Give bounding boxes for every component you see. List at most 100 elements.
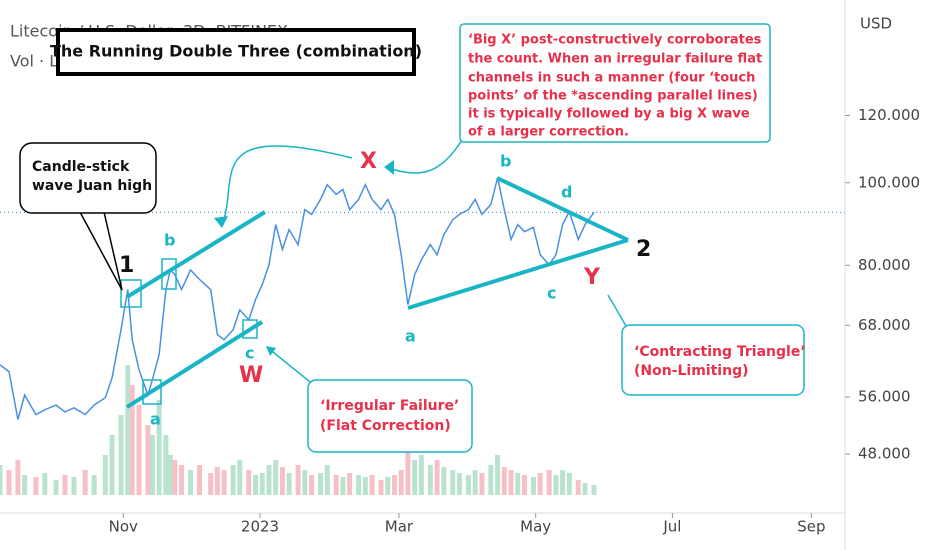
volume-bar [479,473,485,495]
volume-bar [501,467,507,495]
volume-bar [582,483,588,495]
x-tick-label: 2023 [241,518,279,536]
volume-bar [450,470,456,495]
y-axis-label: USD [860,15,892,33]
volume-bar [521,475,527,495]
note-line: it is typically followed by a big X wave [468,107,750,122]
volume-bar [427,465,433,495]
volume-bar [15,460,21,495]
volume-bar [495,455,501,495]
volume-bar [347,473,353,495]
note-line: wave Juan high [32,178,152,194]
volume-bar [472,470,478,495]
y-tick-label: 68.000 [858,316,911,334]
volume-bar [591,485,597,495]
title-box [56,28,416,76]
volume-bar [560,470,566,495]
annotation-shapes [120,139,641,409]
volume-bar [136,405,142,495]
volume-bar [253,475,259,495]
callout-lines [79,211,123,291]
wave-label: 1 [119,253,134,278]
wave-label: c [245,344,254,363]
wave-label: b [164,231,175,250]
arrow-heads [214,160,394,356]
x-tick-label: May [520,518,551,536]
volume-bar [530,477,536,495]
volume-bar [356,475,362,495]
x-tick-label: Sep [797,518,825,536]
volume-bar [259,473,265,495]
volume-bar [42,473,48,495]
volume-bar [378,480,384,495]
volume-bar [221,470,227,495]
wave-label: c [547,284,556,303]
volume-bar [188,470,194,495]
volume-bar [333,475,339,495]
volume-bar [575,480,581,495]
volume-bar [109,435,115,495]
volume-bar [62,475,68,495]
volume-bar [230,465,236,495]
volume-bar [156,400,162,495]
wave-label: d [561,183,572,202]
volume-bar [196,465,202,495]
volume-bar [566,473,572,495]
volume-bar [53,480,59,495]
note-line: (Non-Limiting) [634,363,749,379]
volume-bar [71,477,77,495]
note-box [307,379,473,453]
volume-bar [456,473,462,495]
volume-bar [318,473,324,495]
volume-bar [286,473,292,495]
volume-bar [22,475,28,495]
volume-bar [167,455,173,495]
volume-layer [0,365,597,495]
note-line: points’ of the *ascending parallel lines… [468,89,758,104]
volume-bar [369,475,375,495]
volume-bar [172,460,178,495]
volume-bar [273,460,279,495]
note-line: of a larger correction. [468,125,629,140]
volume-bar [145,425,151,495]
volume-bar [398,470,404,495]
y-tick-label: 80.000 [858,256,911,274]
volume-bar [163,435,169,495]
volume-bar [391,475,397,495]
volume-bar [295,465,301,495]
volume-bar [91,475,97,495]
x-tick-label: Mar [385,518,414,536]
volume-bar [149,435,155,495]
volume-bar [418,455,424,495]
x-tick-label: Nov [109,518,138,536]
volume-bar [33,477,39,495]
volume-bar [208,473,214,495]
volume-bar [0,465,3,495]
wave-label: a [405,327,416,346]
note-box [621,324,805,396]
y-tick-label: 48.000 [858,445,911,463]
volume-bar [309,475,315,495]
volume-bar [302,470,308,495]
note-line: ‘Contracting Triangle’ [634,344,806,360]
volume-bar [118,415,124,495]
volume-bar [553,475,559,495]
wave-label: W [239,363,263,388]
volume-bar [405,450,411,495]
volume-bar [441,467,447,495]
volume-bar [488,465,494,495]
wave-label: b [500,152,511,171]
volume-bar [102,455,108,495]
volume-bar [279,467,285,495]
volume-bar [434,460,440,495]
volume-bar [82,470,88,495]
note-line: ‘Big X’ post-constructively corroborates [468,33,762,48]
note-line: the count. When an irregular failure fla… [468,52,762,67]
volume-bar [362,477,368,495]
volume-bar [508,470,514,495]
box-title: The Running Double Three (combination) [50,42,422,61]
wave-label: Y [583,265,601,290]
volume-bar [412,460,418,495]
price-line [0,177,595,420]
